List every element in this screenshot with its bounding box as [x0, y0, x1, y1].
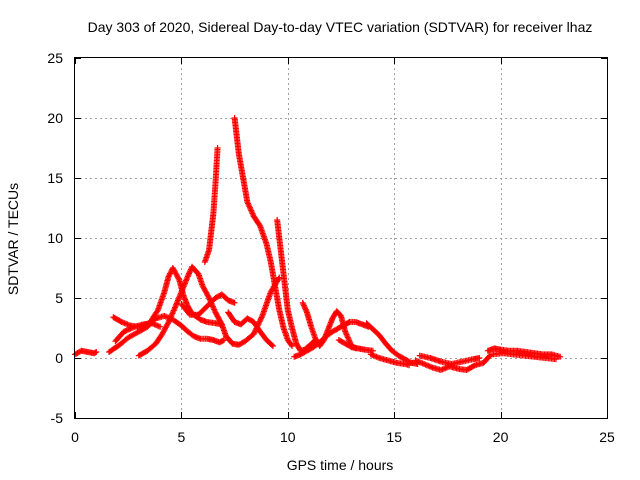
data-point	[406, 362, 413, 369]
data-series-arc-13	[335, 337, 376, 354]
y-tick-label: 25	[47, 50, 63, 66]
data-point	[164, 320, 171, 327]
data-point	[187, 267, 194, 274]
data-point	[117, 318, 124, 325]
data-point	[186, 269, 193, 276]
data-point	[154, 308, 161, 315]
data-point	[258, 314, 265, 321]
y-tick-label: 0	[55, 350, 63, 366]
x-axis-label: GPS time / hours	[287, 457, 394, 473]
data-point	[369, 347, 376, 354]
data-point	[268, 342, 275, 348]
data-series-arc-2	[110, 265, 225, 330]
data-series-arc-19	[484, 345, 564, 360]
data-point	[302, 305, 309, 312]
data-point	[186, 270, 192, 277]
data-series-arc-1	[72, 347, 100, 358]
plot-frame	[74, 57, 608, 419]
data-point	[300, 301, 307, 308]
data-point	[557, 353, 564, 360]
data-point	[303, 308, 310, 315]
data-point	[251, 329, 258, 336]
x-tick-label: 15	[386, 429, 402, 445]
data-point	[476, 355, 483, 361]
data-point	[231, 299, 238, 306]
x-tick-label: 20	[493, 429, 509, 445]
x-tick-label: 0	[71, 429, 79, 445]
x-tick-label: 25	[599, 429, 615, 445]
data-series-arc-17	[412, 352, 493, 373]
data-series-arc-20	[489, 350, 559, 363]
y-axis-label: SDTVAR / TECUs	[5, 183, 21, 295]
data-series-arc-7	[201, 145, 221, 265]
data-series-arc-16	[367, 351, 413, 369]
data-point	[175, 275, 182, 282]
y-tick-label: 15	[47, 170, 63, 186]
data-point	[256, 221, 263, 228]
data-point	[289, 343, 296, 349]
y-axis: -5 0 5 10 15 20 25	[47, 50, 607, 426]
data-series-arc-8	[231, 115, 296, 349]
data-point	[257, 317, 264, 324]
data-point	[218, 320, 225, 327]
y-tick-label: 20	[47, 110, 63, 126]
data-series-arc-15	[363, 320, 421, 367]
data-series-arc-12	[299, 299, 359, 352]
data-point	[288, 341, 295, 348]
x-tick-label: 10	[280, 429, 296, 445]
data-point	[257, 315, 264, 322]
data-series-arc-6	[178, 291, 238, 318]
data-series-arc-18	[416, 352, 483, 367]
data-point	[300, 302, 307, 309]
x-axis: 0 5 10 15 20 25	[71, 58, 615, 445]
data-points	[72, 115, 564, 373]
data-point	[470, 362, 477, 369]
data-point	[301, 303, 308, 310]
y-tick-label: -5	[51, 410, 64, 426]
data-point	[486, 353, 493, 360]
data-point	[252, 328, 259, 335]
data-point	[256, 318, 263, 325]
data-series-arc-4	[112, 320, 164, 345]
data-point	[250, 331, 257, 337]
y-tick-label: 10	[47, 230, 63, 246]
data-point	[552, 356, 559, 363]
data-point	[205, 293, 212, 300]
data-point	[299, 299, 306, 306]
y-tick-label: 5	[55, 290, 63, 306]
chart-title: Day 303 of 2020, Sidereal Day-to-day VTE…	[88, 19, 593, 35]
data-point	[269, 343, 276, 349]
data-series-arc-9	[225, 309, 276, 349]
data-point	[184, 273, 191, 280]
data-point	[185, 272, 192, 279]
x-tick-label: 5	[178, 429, 186, 445]
data-point	[302, 306, 309, 313]
grid-lines	[75, 58, 607, 418]
data-point	[214, 145, 221, 151]
data-point	[93, 349, 100, 355]
data-point	[157, 323, 164, 330]
